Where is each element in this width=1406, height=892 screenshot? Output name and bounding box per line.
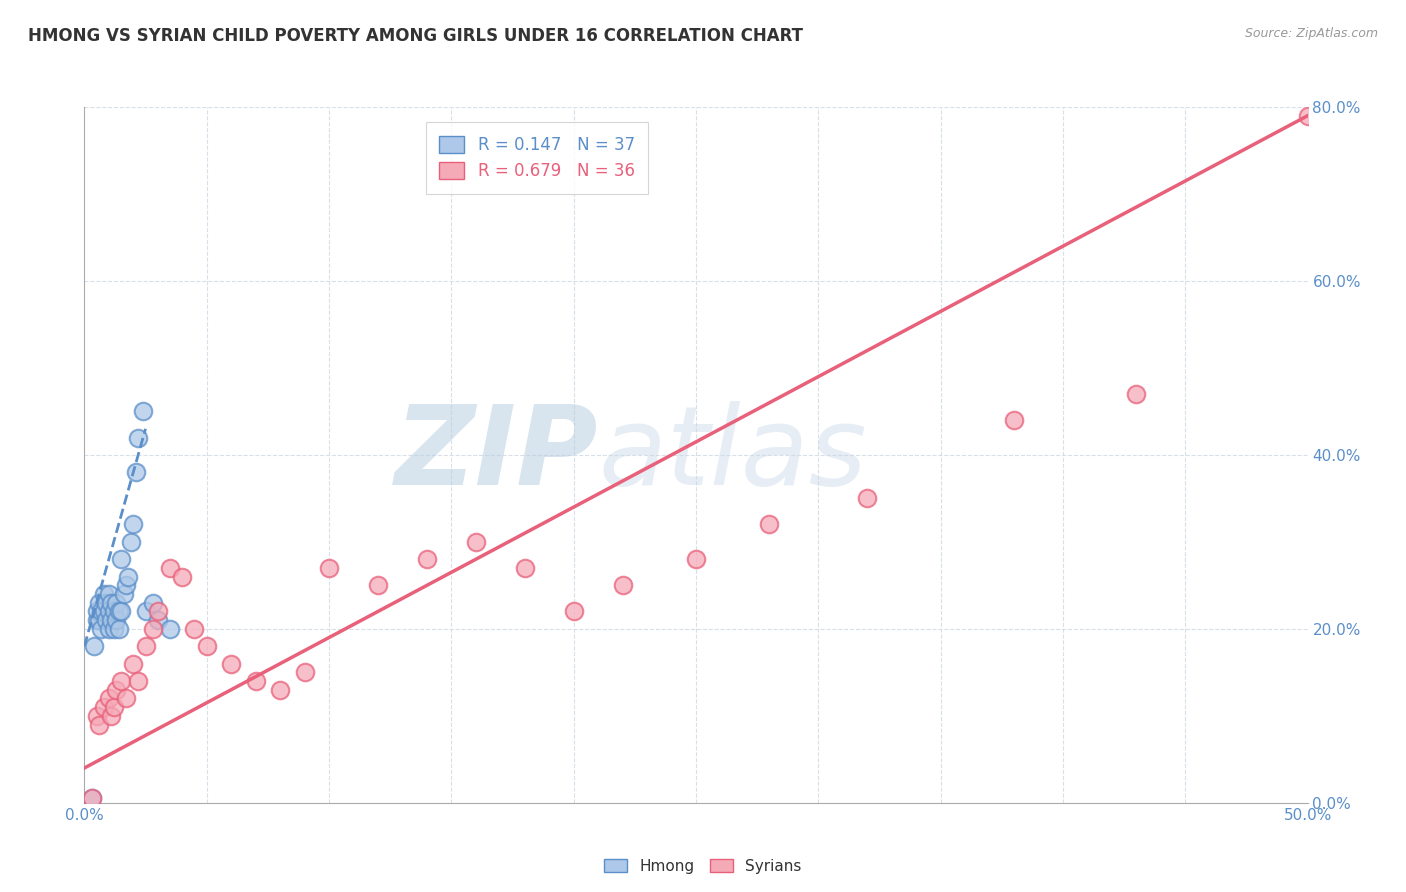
Point xyxy=(132,404,155,418)
Point xyxy=(110,552,132,566)
Text: ZIP: ZIP xyxy=(395,401,598,508)
Point xyxy=(115,691,138,706)
Point xyxy=(245,674,267,689)
Point xyxy=(142,596,165,610)
Point xyxy=(110,605,132,619)
Point xyxy=(195,639,218,653)
Point xyxy=(115,578,138,592)
Point xyxy=(1296,109,1319,123)
Legend: Hmong, Syrians: Hmong, Syrians xyxy=(599,853,807,880)
Point xyxy=(87,717,110,731)
Point xyxy=(103,622,125,636)
Point xyxy=(90,605,112,619)
Point xyxy=(87,613,110,627)
Point xyxy=(135,605,157,619)
Point xyxy=(117,570,139,584)
Point xyxy=(103,605,125,619)
Point xyxy=(125,466,148,480)
Point xyxy=(159,622,181,636)
Point xyxy=(513,561,536,575)
Point xyxy=(90,622,112,636)
Point xyxy=(172,570,194,584)
Legend: R = 0.147   N = 37, R = 0.679   N = 36: R = 0.147 N = 37, R = 0.679 N = 36 xyxy=(426,122,648,194)
Point xyxy=(103,700,125,714)
Point xyxy=(97,691,120,706)
Point xyxy=(105,613,128,627)
Point xyxy=(685,552,707,566)
Point xyxy=(96,613,118,627)
Point xyxy=(105,596,128,610)
Point xyxy=(122,517,145,532)
Point xyxy=(97,587,120,601)
Point xyxy=(1002,413,1025,427)
Point xyxy=(219,657,242,671)
Point xyxy=(80,791,103,805)
Point xyxy=(464,534,486,549)
Point xyxy=(367,578,389,592)
Point xyxy=(93,605,115,619)
Point xyxy=(86,605,108,619)
Point xyxy=(159,561,181,575)
Point xyxy=(127,674,149,689)
Point xyxy=(612,578,634,592)
Text: HMONG VS SYRIAN CHILD POVERTY AMONG GIRLS UNDER 16 CORRELATION CHART: HMONG VS SYRIAN CHILD POVERTY AMONG GIRL… xyxy=(28,27,803,45)
Point xyxy=(110,674,132,689)
Point xyxy=(87,596,110,610)
Point xyxy=(112,587,135,601)
Point xyxy=(100,613,122,627)
Text: Source: ZipAtlas.com: Source: ZipAtlas.com xyxy=(1244,27,1378,40)
Point xyxy=(146,605,169,619)
Point xyxy=(86,613,108,627)
Point xyxy=(856,491,879,506)
Point xyxy=(122,657,145,671)
Point xyxy=(120,534,142,549)
Point xyxy=(97,605,120,619)
Point xyxy=(562,605,585,619)
Point xyxy=(105,682,128,697)
Point xyxy=(107,622,129,636)
Text: atlas: atlas xyxy=(598,401,866,508)
Point xyxy=(269,682,291,697)
Point xyxy=(96,596,118,610)
Point xyxy=(183,622,205,636)
Point xyxy=(83,639,105,653)
Point xyxy=(758,517,780,532)
Point xyxy=(318,561,340,575)
Point xyxy=(93,587,115,601)
Point xyxy=(135,639,157,653)
Point xyxy=(127,431,149,445)
Point xyxy=(146,613,169,627)
Point xyxy=(100,596,122,610)
Point xyxy=(86,708,108,723)
Point xyxy=(100,708,122,723)
Point xyxy=(107,605,129,619)
Point xyxy=(97,622,120,636)
Point xyxy=(1125,387,1147,401)
Point xyxy=(80,791,103,805)
Point xyxy=(294,665,316,680)
Point xyxy=(416,552,439,566)
Point xyxy=(142,622,165,636)
Point xyxy=(93,700,115,714)
